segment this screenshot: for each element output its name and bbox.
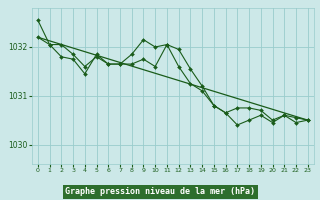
Text: Graphe pression niveau de la mer (hPa): Graphe pression niveau de la mer (hPa) <box>65 187 255 196</box>
